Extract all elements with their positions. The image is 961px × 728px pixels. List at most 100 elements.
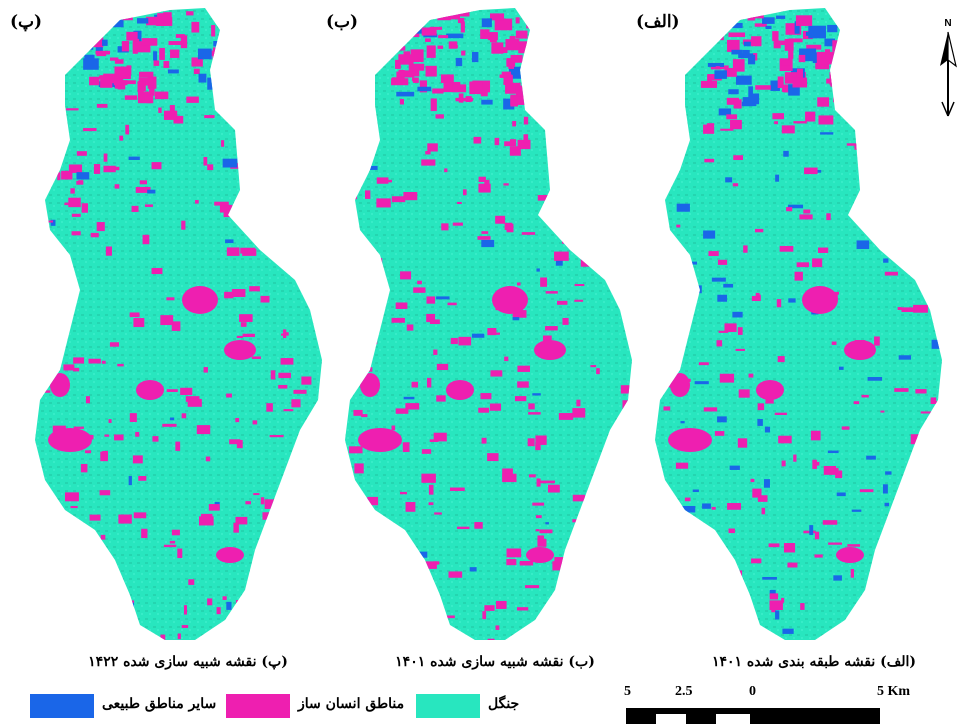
land-patch [526, 22, 538, 29]
land-patch [502, 473, 517, 483]
land-patch [735, 348, 745, 351]
land-patch [163, 110, 178, 120]
land-patch [76, 180, 84, 185]
land-patch [742, 97, 753, 107]
land-patch [820, 132, 834, 135]
land-patch [177, 548, 183, 559]
land-patch [295, 163, 308, 171]
land-patch [887, 576, 893, 580]
land-patch [413, 580, 424, 587]
land-patch [283, 409, 294, 412]
land-use-map-p [35, 8, 322, 640]
land-patch [457, 18, 465, 24]
land-patch [426, 628, 436, 632]
land-patch [293, 389, 307, 394]
land-patch [433, 349, 438, 355]
land-patch [151, 162, 162, 170]
land-patch [130, 600, 135, 603]
land-patch [214, 61, 220, 66]
land-patch [437, 630, 453, 640]
land-patch [108, 419, 112, 423]
land-patch [707, 62, 725, 67]
land-patch [427, 143, 438, 152]
land-patch [554, 251, 569, 261]
land-patch [506, 558, 517, 566]
land-patch [236, 335, 243, 338]
land-patch [777, 76, 784, 89]
land-patch [399, 98, 404, 105]
land-patch [763, 479, 770, 488]
land-patch [684, 497, 691, 502]
land-patch [718, 65, 729, 70]
land-patch [503, 75, 513, 85]
land-patch [222, 596, 227, 600]
land-patch [927, 138, 937, 146]
land-patch [514, 396, 527, 402]
land-patch [358, 428, 402, 452]
land-patch [449, 487, 465, 491]
land-patch [228, 69, 235, 80]
land-patch [528, 96, 542, 102]
land-patch [738, 389, 750, 398]
land-patch [428, 625, 435, 629]
land-patch [413, 287, 426, 293]
land-patch [555, 162, 568, 167]
land-patch [421, 27, 437, 36]
land-patch [887, 557, 892, 567]
land-patch [854, 143, 863, 150]
land-patch [426, 45, 436, 58]
land-patch [484, 605, 495, 611]
land-patch [81, 42, 94, 50]
land-patch [717, 35, 724, 41]
land-patch [670, 373, 690, 397]
land-patch [93, 22, 103, 35]
land-patch [315, 242, 319, 252]
land-patch [579, 219, 590, 223]
land-patch [146, 16, 164, 26]
land-patch [61, 170, 73, 180]
land-patch [126, 601, 135, 612]
land-patch [861, 394, 869, 398]
land-patch [751, 558, 762, 564]
land-patch [319, 218, 322, 225]
land-patch [732, 59, 745, 72]
land-patch [260, 497, 265, 505]
land-patch [221, 140, 225, 147]
land-patch [781, 60, 791, 66]
land-patch [480, 89, 488, 97]
land-patch [243, 625, 252, 628]
land-patch [741, 101, 757, 107]
land-patch [224, 81, 242, 88]
land-patch [720, 128, 734, 131]
land-patch [286, 467, 298, 477]
land-patch [866, 455, 876, 460]
land-patch [851, 509, 862, 512]
land-patch [490, 370, 503, 377]
land-patch [735, 75, 752, 85]
land-patch [833, 575, 842, 581]
land-patch [353, 409, 363, 416]
land-patch [370, 611, 375, 618]
land-patch [849, 38, 862, 51]
land-patch [70, 188, 75, 194]
land-patch [737, 438, 748, 448]
land-patch [566, 214, 571, 217]
land-patch [109, 342, 119, 347]
land-patch [133, 512, 147, 519]
land-patch [561, 238, 574, 244]
land-patch [765, 396, 774, 404]
land-patch [782, 86, 788, 92]
land-patch [451, 44, 458, 49]
land-patch [590, 365, 597, 368]
land-patch [219, 104, 224, 108]
land-patch [119, 135, 124, 141]
land-patch [716, 340, 723, 347]
land-patch [542, 335, 552, 344]
land-patch [715, 66, 720, 70]
land-patch [512, 121, 517, 127]
land-patch [700, 587, 709, 596]
land-patch [183, 605, 187, 615]
land-patch [487, 638, 495, 640]
land-patch [517, 282, 521, 286]
land-patch [853, 401, 860, 405]
